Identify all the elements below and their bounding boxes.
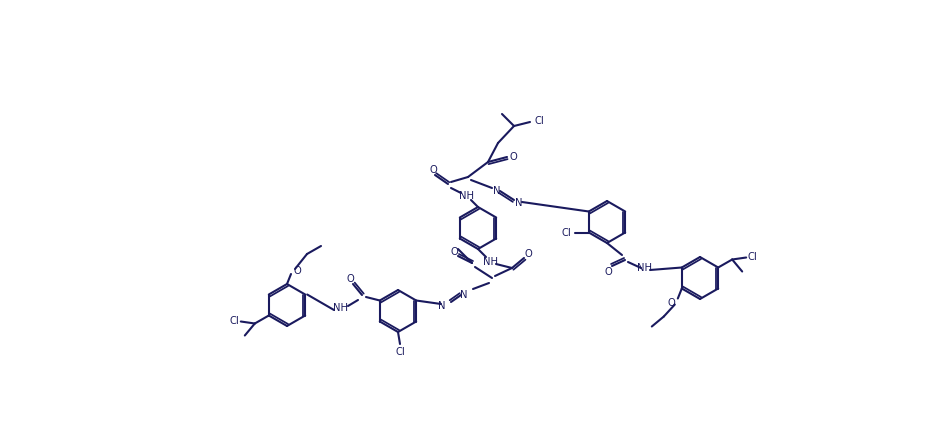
Text: NH: NH (458, 191, 474, 201)
Text: Cl: Cl (395, 347, 405, 357)
Text: O: O (293, 266, 301, 276)
Text: O: O (509, 152, 517, 162)
Text: N: N (515, 198, 523, 208)
Text: Cl: Cl (534, 116, 544, 126)
Text: N: N (460, 290, 468, 300)
Text: O: O (450, 247, 457, 257)
Text: O: O (604, 267, 611, 277)
Text: O: O (429, 165, 437, 175)
Text: N: N (494, 186, 501, 196)
Text: NH: NH (637, 263, 652, 273)
Text: O: O (524, 249, 532, 259)
Text: Cl: Cl (747, 252, 757, 262)
Text: O: O (346, 274, 354, 284)
Text: O: O (668, 297, 676, 307)
Text: Cl: Cl (230, 316, 240, 326)
Text: NH: NH (333, 303, 347, 313)
Text: N: N (438, 301, 446, 311)
Text: NH: NH (482, 257, 497, 267)
Text: Cl: Cl (562, 228, 572, 238)
